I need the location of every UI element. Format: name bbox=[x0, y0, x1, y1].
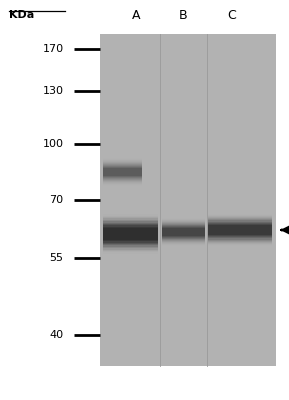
Bar bbox=[103, 224, 158, 244]
Bar bbox=[103, 160, 142, 183]
Text: KDa: KDa bbox=[9, 10, 34, 20]
Bar bbox=[162, 217, 205, 247]
Bar bbox=[103, 164, 142, 180]
Text: A: A bbox=[131, 9, 140, 22]
Bar bbox=[208, 216, 272, 244]
Bar bbox=[208, 215, 272, 245]
Bar bbox=[162, 224, 205, 240]
Bar bbox=[103, 162, 142, 182]
Bar bbox=[103, 221, 158, 247]
Bar bbox=[103, 162, 142, 182]
Bar bbox=[103, 165, 142, 179]
Text: B: B bbox=[179, 9, 188, 22]
Text: 55: 55 bbox=[50, 253, 64, 263]
Bar bbox=[162, 220, 205, 244]
Bar bbox=[162, 228, 205, 236]
Bar bbox=[162, 226, 205, 238]
Text: 40: 40 bbox=[49, 330, 64, 340]
Bar bbox=[208, 212, 272, 248]
Bar bbox=[103, 213, 158, 255]
Bar bbox=[162, 222, 205, 241]
Bar bbox=[103, 222, 158, 246]
Text: 100: 100 bbox=[42, 139, 64, 149]
Bar bbox=[103, 168, 142, 176]
Bar bbox=[208, 222, 272, 238]
Bar bbox=[103, 225, 158, 243]
Bar bbox=[208, 225, 272, 235]
Bar bbox=[103, 158, 142, 186]
Bar bbox=[103, 166, 142, 178]
Text: 70: 70 bbox=[49, 195, 64, 205]
Bar bbox=[208, 218, 272, 242]
Bar bbox=[162, 225, 205, 239]
Bar bbox=[103, 228, 158, 240]
Bar bbox=[103, 227, 158, 241]
Bar bbox=[103, 214, 158, 254]
Text: 130: 130 bbox=[42, 86, 64, 96]
Bar bbox=[100, 34, 276, 366]
Bar bbox=[103, 218, 158, 250]
Bar bbox=[103, 166, 142, 178]
Bar bbox=[208, 223, 272, 237]
Bar bbox=[103, 160, 142, 184]
Bar bbox=[162, 226, 205, 238]
Bar bbox=[103, 157, 142, 187]
Text: C: C bbox=[227, 9, 236, 22]
Text: 170: 170 bbox=[42, 44, 64, 54]
Bar bbox=[208, 217, 272, 243]
Bar bbox=[162, 218, 205, 246]
Bar bbox=[103, 159, 142, 186]
Bar bbox=[208, 224, 272, 236]
Bar bbox=[208, 219, 272, 241]
Bar bbox=[208, 220, 272, 240]
Bar bbox=[162, 222, 205, 242]
Bar bbox=[208, 214, 272, 246]
Bar bbox=[162, 218, 205, 245]
Bar bbox=[103, 220, 158, 248]
Bar bbox=[103, 217, 158, 251]
Bar bbox=[103, 216, 158, 252]
Bar bbox=[162, 221, 205, 243]
